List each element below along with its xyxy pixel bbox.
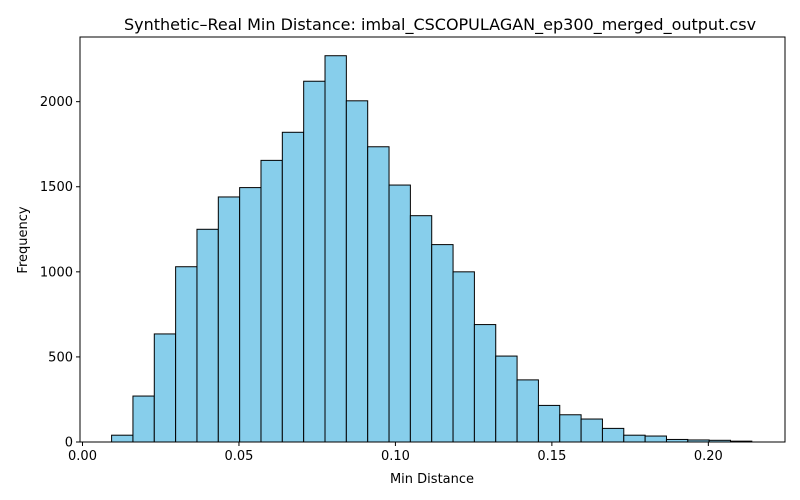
histogram-bar (388, 184, 411, 443)
histogram-bars (111, 55, 753, 443)
histogram-bar (345, 100, 369, 443)
histogram-bar (473, 324, 497, 443)
histogram-bar (580, 418, 603, 443)
histogram-bar (196, 228, 219, 443)
y-tick-label: 500 (48, 350, 73, 365)
histogram-bar (111, 434, 134, 443)
histogram-bar (559, 414, 582, 443)
histogram-bar (367, 146, 390, 443)
histogram-bar (303, 80, 326, 443)
y-axis-ticks: 0 500 1000 1500 2000 (40, 95, 80, 451)
histogram-bar (132, 395, 155, 443)
histogram-bar (431, 244, 454, 443)
x-tick-label: 0.10 (381, 449, 410, 464)
y-tick-label: 1000 (40, 265, 73, 280)
x-tick-label: 0.00 (68, 449, 97, 464)
x-axis-ticks: 0.00 0.05 0.10 0.15 0.20 (68, 442, 723, 464)
x-tick-label: 0.15 (537, 449, 566, 464)
y-axis-label: Frequency (16, 206, 31, 273)
plot-frame (79, 36, 786, 443)
histogram-bar (324, 55, 347, 443)
histogram-bar (217, 196, 241, 443)
histogram-bar (644, 435, 667, 443)
histogram-bar (537, 404, 561, 443)
histogram-bar (153, 333, 177, 443)
histogram-bar (239, 187, 262, 443)
x-tick-label: 0.05 (224, 449, 253, 464)
chart-title: Synthetic–Real Min Distance: imbal_CSCOP… (124, 15, 756, 35)
histogram-bar (516, 379, 539, 443)
histogram-bar (623, 434, 646, 443)
x-tick-label: 0.20 (694, 449, 723, 464)
y-tick-label: 2000 (40, 95, 73, 110)
y-tick-label: 0 (65, 436, 73, 451)
histogram-bar (409, 215, 433, 443)
histogram-bar (495, 355, 518, 443)
histogram-bar (260, 159, 283, 443)
histogram-bar (175, 266, 198, 443)
histogram-bar (452, 271, 475, 443)
y-tick-label: 1500 (40, 180, 73, 195)
x-axis-label: Min Distance (390, 472, 474, 487)
histogram-bar (601, 427, 625, 443)
histogram-bar (281, 131, 305, 443)
